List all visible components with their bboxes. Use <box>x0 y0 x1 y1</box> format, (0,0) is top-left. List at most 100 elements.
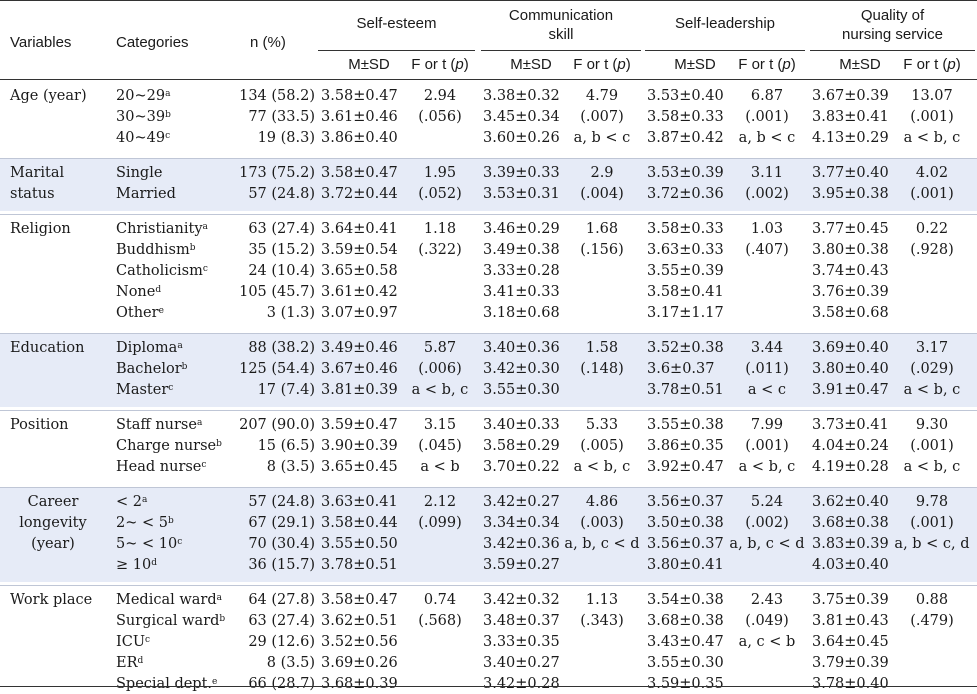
mean-sd-value: 3.68±0.38 <box>647 613 724 629</box>
mean-sd-value: 3.58±0.47 <box>321 592 398 608</box>
f-t-p-value: 1.18 <box>423 221 457 237</box>
mean-sd-value: 3.42±0.27 <box>483 494 560 510</box>
category-superscript: b <box>189 243 196 253</box>
header-msd-0: M±SD <box>348 56 390 73</box>
f-t-p-value: 4.86 <box>585 494 619 510</box>
mean-sd-value: 3.61±0.46 <box>321 109 398 125</box>
f-t-p-value: 1.68 <box>585 221 619 237</box>
category-superscript: c <box>168 383 174 393</box>
f-t-p-value: 2.12 <box>423 494 457 510</box>
mean-sd-value: 3.83±0.41 <box>812 109 889 125</box>
mean-sd-value: 3.69±0.26 <box>321 655 398 671</box>
n-percent: 66 (28.7) <box>248 676 315 692</box>
f-t-p-value: a < b, c <box>903 382 961 398</box>
category-superscript: a <box>141 495 148 505</box>
category-label: 30~39b <box>116 109 171 125</box>
variable-label-3-0: Education <box>10 340 85 356</box>
group-background-1 <box>0 159 977 211</box>
mean-sd-value: 3.58±0.33 <box>647 221 724 237</box>
group-underline-2 <box>645 50 805 51</box>
group-underline-3 <box>810 50 975 51</box>
mean-sd-value: 3.76±0.39 <box>812 284 889 300</box>
f-t-p-value: 1.03 <box>750 221 784 237</box>
mean-sd-value: 3.34±0.34 <box>483 515 560 531</box>
mean-sd-value: 3.56±0.37 <box>647 494 724 510</box>
mean-sd-value: 3.59±0.47 <box>321 417 398 433</box>
mean-sd-value: 3.64±0.45 <box>812 634 889 650</box>
mean-sd-value: 3.75±0.39 <box>812 592 889 608</box>
n-percent: 15 (6.5) <box>257 438 315 454</box>
category-superscript: c <box>177 537 183 547</box>
f-t-p-value: (.156) <box>580 242 624 258</box>
f-t-p-value: (.052) <box>418 186 462 202</box>
category-superscript: c <box>145 635 151 645</box>
header-group-2-line-0: Self-leadership <box>674 15 776 32</box>
mean-sd-value: 3.95±0.38 <box>812 186 889 202</box>
n-percent: 63 (27.4) <box>248 221 315 237</box>
n-percent: 8 (3.5) <box>266 655 315 671</box>
n-percent: 17 (7.4) <box>257 382 315 398</box>
mean-sd-value: 3.45±0.34 <box>483 109 560 125</box>
mean-sd-value: 3.83±0.39 <box>812 536 889 552</box>
category-label: Catholicismc <box>116 263 208 279</box>
mean-sd-value: 3.86±0.35 <box>647 438 724 454</box>
mean-sd-value: 3.78±0.51 <box>321 557 398 573</box>
mean-sd-value: 3.53±0.39 <box>647 165 724 181</box>
f-t-p-value: 1.13 <box>585 592 619 608</box>
header-msd-1: M±SD <box>510 56 552 73</box>
f-t-p-value: (.001) <box>910 109 954 125</box>
f-t-p-value: a < b <box>420 459 460 475</box>
category-label: Noned <box>116 284 162 300</box>
f-t-p-value: a, b, c < d <box>564 536 640 552</box>
mean-sd-value: 3.33±0.28 <box>483 263 560 279</box>
f-t-p-value: (.006) <box>418 361 462 377</box>
f-t-p-value: (.002) <box>745 186 789 202</box>
category-superscript: a <box>202 222 208 232</box>
category-superscript: b <box>216 439 222 449</box>
mean-sd-value: 3.80±0.41 <box>647 557 724 573</box>
n-percent: 29 (12.6) <box>248 634 315 650</box>
mean-sd-value: 3.41±0.33 <box>483 284 560 300</box>
f-t-p-value: a < b, c <box>903 459 961 475</box>
category-label: Othere <box>116 305 164 321</box>
category-superscript: a <box>216 593 223 603</box>
mean-sd-value: 3.55±0.39 <box>647 263 724 279</box>
category-superscript: c <box>165 131 171 141</box>
mean-sd-value: 3.73±0.41 <box>812 417 889 433</box>
mean-sd-value: 3.53±0.31 <box>483 186 560 202</box>
f-t-p-value: 7.99 <box>750 417 784 433</box>
mean-sd-value: 3.58±0.29 <box>483 438 560 454</box>
f-t-p-value: 5.33 <box>585 417 619 433</box>
mean-sd-value: 3.42±0.32 <box>483 592 560 608</box>
header-categories: Categories <box>116 34 189 51</box>
header-ft-2: F or t (p) <box>738 56 796 73</box>
variable-label-6-0: Work place <box>10 592 93 608</box>
n-percent: 77 (33.5) <box>248 109 315 125</box>
f-t-p-value: 2.94 <box>423 88 457 104</box>
category-superscript: b <box>181 362 188 372</box>
mean-sd-value: 3.63±0.41 <box>321 494 398 510</box>
f-t-p-value: (.407) <box>745 242 789 258</box>
n-percent: 3 (1.3) <box>266 305 315 321</box>
f-t-p-value: 6.87 <box>750 88 784 104</box>
f-t-p-value: (.479) <box>910 613 954 629</box>
mean-sd-value: 3.58±0.41 <box>647 284 724 300</box>
mean-sd-value: 3.58±0.47 <box>321 88 398 104</box>
mean-sd-value: 3.86±0.40 <box>321 130 398 146</box>
mean-sd-value: 3.43±0.47 <box>647 634 724 650</box>
f-t-p-value: (.029) <box>910 361 954 377</box>
n-percent: 64 (27.8) <box>248 592 315 608</box>
category-superscript: d <box>155 285 162 295</box>
f-t-p-value: 9.78 <box>915 494 949 510</box>
f-t-p-value: 3.11 <box>750 165 784 181</box>
f-t-p-value: (.343) <box>580 613 624 629</box>
category-label: 40~49c <box>116 130 171 146</box>
mean-sd-value: 3.70±0.22 <box>483 459 560 475</box>
f-t-p-value: (.001) <box>910 515 954 531</box>
header-n: n (%) <box>250 34 286 51</box>
f-t-p-value: (.045) <box>418 438 462 454</box>
mean-sd-value: 3.68±0.38 <box>812 515 889 531</box>
mean-sd-value: 3.72±0.44 <box>321 186 398 202</box>
mean-sd-value: 3.77±0.40 <box>812 165 889 181</box>
